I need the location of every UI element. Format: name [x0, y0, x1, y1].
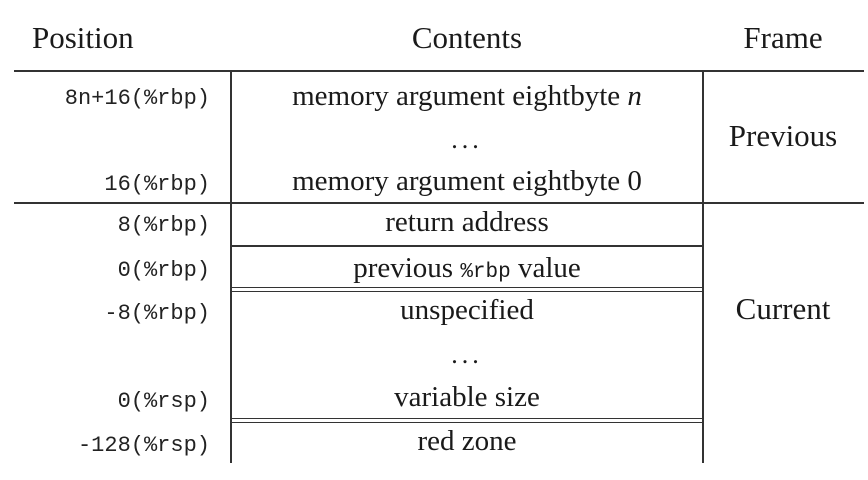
position-0-rsp: 0(%rsp) [117, 389, 210, 414]
position-minus-8-rbp: -8(%rbp) [104, 301, 210, 326]
contents-memory-arg-n: memory argument eightbyte n [292, 80, 642, 112]
cell-separator-varsize-bottom [231, 422, 702, 423]
cell-separator-return [231, 245, 702, 247]
frame-separator-rule [14, 202, 864, 204]
header-rule [14, 70, 864, 72]
contents-left-border [230, 71, 232, 463]
contents-ellipsis-current: ... [451, 340, 483, 369]
header-contents: Contents [411, 20, 523, 55]
frame-previous: Previous [728, 118, 838, 153]
position-minus-128-rsp: -128(%rsp) [77, 433, 210, 458]
position-8n-plus-16-rbp: 8n+16(%rbp) [64, 86, 210, 111]
contents-unspecified: unspecified [400, 294, 534, 326]
contents-variable-size: variable size [394, 381, 540, 413]
position-16-rbp: 16(%rbp) [104, 172, 210, 197]
cell-separator-prev-rbp-top [231, 287, 702, 288]
cell-separator-prev-rbp-bottom [231, 291, 702, 292]
cell-separator-varsize-top [231, 418, 702, 419]
contents-ellipsis-previous: ... [451, 125, 483, 154]
header-position: Position [32, 20, 134, 55]
header-frame: Frame [743, 20, 823, 55]
frame-current: Current [735, 291, 831, 326]
contents-right-border [702, 71, 704, 463]
position-0-rbp: 0(%rbp) [117, 258, 210, 283]
contents-return-address: return address [385, 206, 549, 238]
contents-red-zone: red zone [417, 425, 517, 457]
position-8-rbp: 8(%rbp) [117, 213, 210, 238]
contents-previous-rbp-value: previous %rbp value [353, 252, 581, 284]
contents-memory-arg-0: memory argument eightbyte 0 [292, 165, 642, 197]
